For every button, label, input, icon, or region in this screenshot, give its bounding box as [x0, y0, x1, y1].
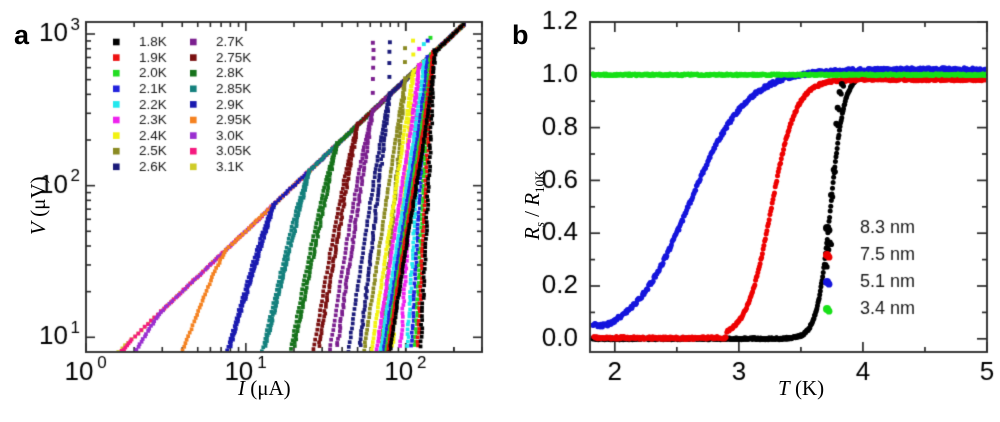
panel-a-plot-canvas: [0, 0, 500, 422]
panel-b-letter: b: [512, 20, 529, 50]
panel-b-y-axis-denominator: R: [520, 192, 544, 206]
panel-b-y-axis-denominator-subscript: 10K: [532, 170, 548, 193]
panel-b: b T (K) Rs / R10K: [500, 0, 1000, 422]
panel-b-x-axis-units: (K): [789, 376, 825, 400]
panel-b-x-axis-title: T (K): [778, 378, 824, 399]
panel-b-y-axis-numerator: R: [520, 227, 544, 240]
panel-b-y-axis-title: Rs / R10K: [520, 170, 548, 240]
panel-a-letter: a: [14, 20, 30, 50]
panel-a-y-axis-title: V (μV): [26, 176, 50, 236]
panel-b-y-axis-slash: /: [520, 205, 544, 223]
panel-a: a I (μA) V (μV): [0, 0, 500, 422]
panel-a-x-axis-units: (μA): [245, 376, 291, 400]
panel-a-x-axis-symbol: I: [238, 376, 245, 400]
panel-a-x-axis-title: I (μA): [238, 378, 291, 399]
panel-a-y-axis-symbol: V: [26, 222, 50, 235]
panel-b-plot-canvas: [500, 0, 1000, 422]
panel-b-y-axis-numerator-subscript: s: [532, 222, 548, 228]
panel-b-x-axis-symbol: T: [778, 376, 790, 400]
panel-a-y-axis-units: (μV): [26, 176, 50, 223]
